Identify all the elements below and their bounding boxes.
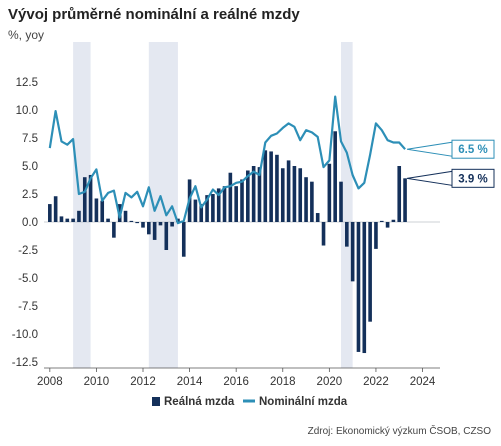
line-nominal-wage xyxy=(48,95,406,225)
bar-real-wage xyxy=(222,186,227,222)
bar-real-wage xyxy=(100,200,105,222)
bar-real-wage xyxy=(199,204,204,222)
x-tick-label: 2018 xyxy=(270,376,296,388)
bar-real-wage xyxy=(339,181,343,222)
x-tick-label: 2010 xyxy=(84,376,110,388)
callout-pointer xyxy=(406,141,453,157)
bar-real-wage xyxy=(211,194,215,222)
bar-real-wage xyxy=(280,168,285,222)
bar-real-wage xyxy=(327,163,332,222)
legend-label-nominal-wage: Nominální mzda xyxy=(259,396,348,408)
y-tick-label: 7.5 xyxy=(22,133,38,145)
legend-swatch-real-wage xyxy=(152,397,160,406)
bar-real-wage xyxy=(310,181,314,222)
bar-real-wage xyxy=(292,166,297,222)
bar-real-wage xyxy=(106,218,110,222)
bar-real-wage xyxy=(193,199,198,222)
bar-real-wage xyxy=(350,222,355,282)
bar-real-wage xyxy=(304,177,308,222)
bar-real-wage xyxy=(53,196,58,222)
bar-real-wage xyxy=(158,222,163,226)
y-tick-label: -5.0 xyxy=(18,273,38,285)
x-tick-label: 2014 xyxy=(177,376,203,388)
bar-real-wage xyxy=(356,222,361,352)
x-tick-label: 2012 xyxy=(130,376,156,388)
bar-real-wage xyxy=(385,222,390,228)
bar-real-wage xyxy=(88,174,93,222)
y-tick-label: 12.5 xyxy=(16,77,38,89)
bar-real-wage xyxy=(345,222,349,247)
bar-real-wage xyxy=(391,219,396,222)
bar-real-wage xyxy=(152,222,157,240)
bar-real-wage xyxy=(246,170,250,222)
bar-real-wage xyxy=(251,166,256,222)
bar-real-wage xyxy=(286,160,291,222)
bar-real-wage xyxy=(216,188,221,222)
bar-real-wage xyxy=(82,177,87,222)
callout-box xyxy=(451,139,495,159)
bar-real-wage xyxy=(321,222,326,246)
bar-real-wage xyxy=(362,222,367,354)
x-tick-label: 2020 xyxy=(317,376,343,388)
bar-real-wage xyxy=(65,218,70,222)
x-tick-label: 2022 xyxy=(363,376,389,388)
callout-value-label: 6.5 % xyxy=(458,144,487,156)
chart-subtitle: %, yoy xyxy=(8,28,45,42)
bar-real-wage xyxy=(141,222,145,228)
source-note: Zdroj: Ekonomický výzkum ČSOB, CZSO xyxy=(307,426,491,437)
bar-real-wage xyxy=(59,216,64,222)
bar-real-wage xyxy=(170,222,174,227)
chart-title: Vývoj průměrné nominální a reálné mzdy xyxy=(8,6,300,23)
bar-real-wage xyxy=(77,210,81,222)
bar-real-wage xyxy=(298,168,303,222)
bar-real-wage xyxy=(275,154,279,222)
y-tick-label: 2.5 xyxy=(22,189,38,201)
y-tick-label: -10.0 xyxy=(12,329,38,341)
bar-real-wage xyxy=(181,222,186,257)
bar-real-wage xyxy=(123,210,128,222)
bar-real-wage xyxy=(228,172,233,222)
bar-real-wage xyxy=(368,222,372,322)
shaded-period xyxy=(341,42,353,368)
bar-real-wage xyxy=(403,178,407,222)
bar-real-wage xyxy=(397,166,402,222)
bar-real-wage xyxy=(48,204,52,222)
bar-real-wage xyxy=(71,218,75,222)
bar-real-wage xyxy=(263,150,268,222)
bar-real-wage xyxy=(257,167,262,222)
y-tick-label: -2.5 xyxy=(18,245,38,257)
callout-value-label: 3.9 % xyxy=(458,173,487,185)
bar-real-wage xyxy=(315,213,320,222)
bar-real-wage xyxy=(374,222,378,249)
bar-real-wage xyxy=(379,220,384,222)
shaded-period xyxy=(73,42,91,368)
x-tick-label: 2008 xyxy=(37,376,63,388)
bar-real-wage xyxy=(94,198,99,222)
legend-label-real-wage: Reálná mzda xyxy=(164,396,235,408)
bar-real-wage xyxy=(240,179,244,222)
callout-box xyxy=(451,168,495,188)
bar-real-wage xyxy=(234,186,238,222)
bar-real-wage xyxy=(135,222,139,224)
callout-pointer xyxy=(406,170,453,186)
bar-real-wage xyxy=(112,222,116,238)
y-tick-label: -7.5 xyxy=(18,301,38,313)
x-tick-label: 2024 xyxy=(410,376,436,388)
bar-real-wage xyxy=(164,222,169,250)
bar-real-wage xyxy=(147,222,151,235)
y-tick-label: 0.0 xyxy=(22,217,38,229)
bar-real-wage xyxy=(129,220,134,222)
y-tick-label: 10.0 xyxy=(16,105,38,117)
bar-real-wage xyxy=(333,131,337,222)
x-tick-label: 2016 xyxy=(223,376,249,388)
y-tick-label: -12.5 xyxy=(12,357,38,369)
bar-real-wage xyxy=(269,151,273,222)
y-tick-label: 5.0 xyxy=(22,161,38,173)
bar-real-wage xyxy=(205,195,209,222)
